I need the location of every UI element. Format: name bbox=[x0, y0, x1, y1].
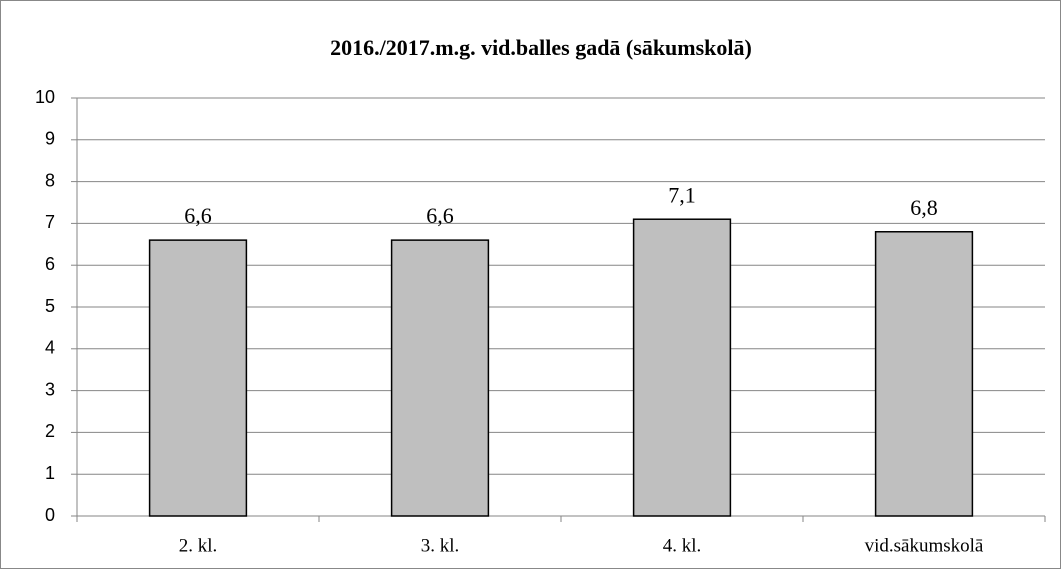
chart-title: 2016./2017.m.g. vid.balles gadā (sākumsk… bbox=[330, 35, 752, 60]
x-tick-label: 4. kl. bbox=[663, 535, 702, 556]
data-label: 6,6 bbox=[184, 203, 212, 228]
y-tick-label: 1 bbox=[45, 463, 55, 483]
bar bbox=[632, 218, 732, 517]
x-tick-label: 2. kl. bbox=[179, 535, 218, 556]
data-label: 6,8 bbox=[910, 195, 938, 220]
y-tick-label: 8 bbox=[45, 170, 55, 190]
y-tick-label: 5 bbox=[45, 296, 55, 316]
y-tick-label: 10 bbox=[35, 87, 55, 107]
y-tick-label: 7 bbox=[45, 212, 55, 232]
y-tick-label: 6 bbox=[45, 254, 55, 274]
data-label: 6,6 bbox=[426, 203, 454, 228]
y-tick-label: 0 bbox=[45, 505, 55, 525]
bar bbox=[148, 239, 248, 517]
bar bbox=[874, 231, 974, 517]
x-tick-label: 3. kl. bbox=[421, 535, 460, 556]
x-tick-label: vid.sākumskolā bbox=[865, 535, 984, 556]
y-tick-label: 9 bbox=[45, 129, 55, 149]
data-label: 7,1 bbox=[668, 182, 696, 207]
bar bbox=[390, 239, 490, 517]
y-tick-label: 4 bbox=[45, 338, 55, 358]
y-tick-label: 3 bbox=[45, 379, 55, 399]
y-tick-label: 2 bbox=[45, 421, 55, 441]
